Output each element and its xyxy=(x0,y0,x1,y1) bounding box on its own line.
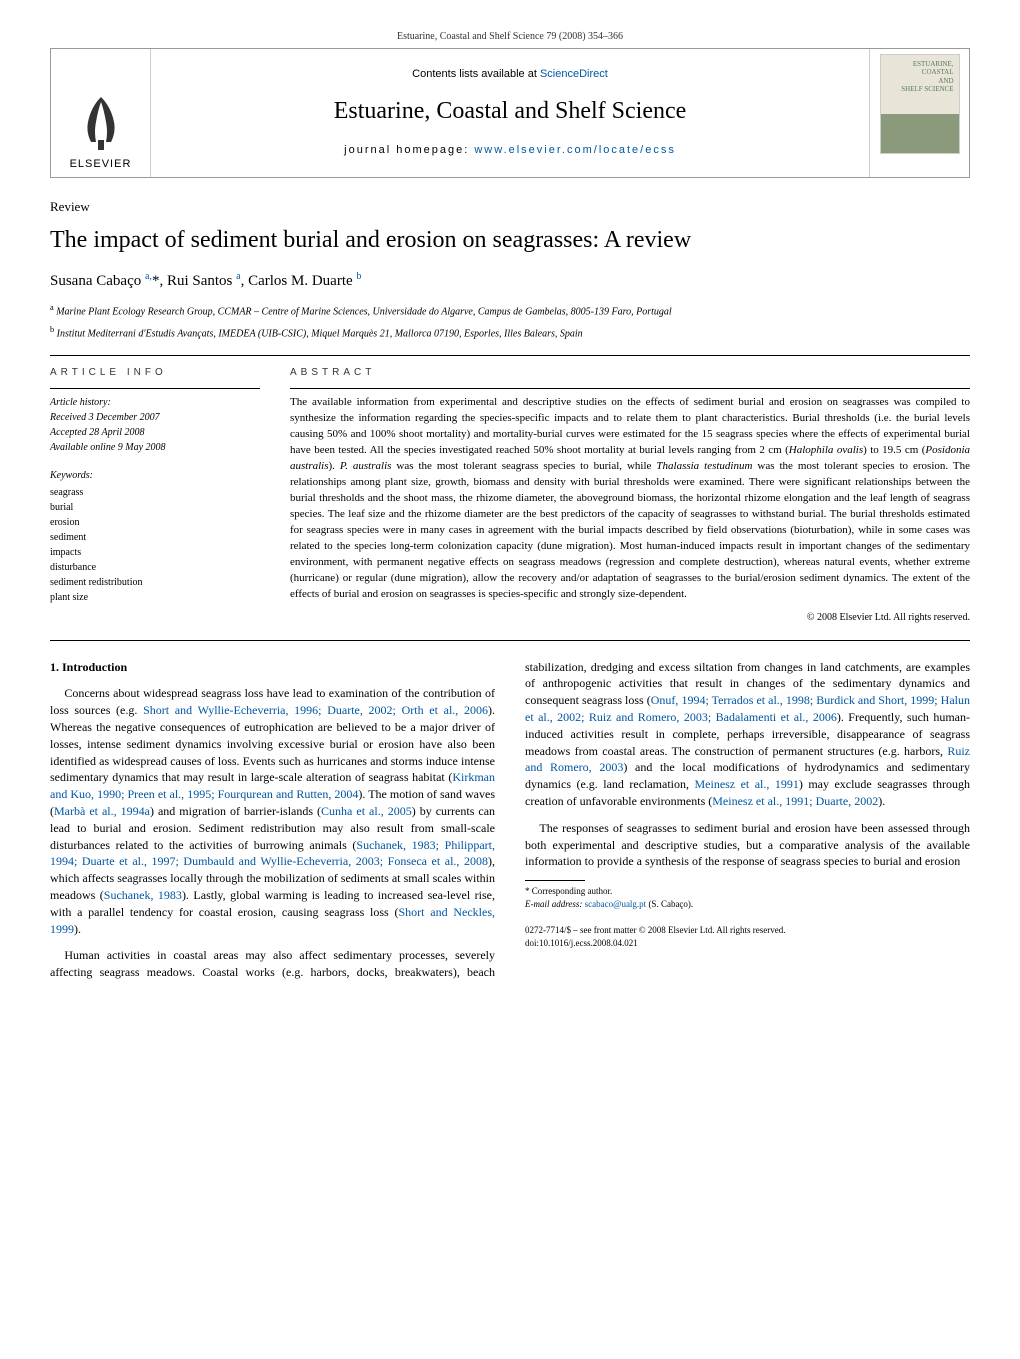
journal-title: Estuarine, Coastal and Shelf Science xyxy=(334,95,687,129)
homepage-link[interactable]: www.elsevier.com/locate/ecss xyxy=(474,144,676,156)
accepted-date: Accepted 28 April 2008 xyxy=(50,425,260,440)
publisher-logo: ELSEVIER xyxy=(51,49,151,177)
contents-prefix: Contents lists available at xyxy=(412,68,540,80)
article-info-heading: ARTICLE INFO xyxy=(50,366,260,380)
divider xyxy=(50,355,970,356)
section-1-heading: 1. Introduction xyxy=(50,659,495,676)
corr-star: * Corresponding author. xyxy=(525,886,612,896)
ref-link[interactable]: Suchanek, 1983 xyxy=(104,888,182,902)
journal-cover: ESTUARINE, COASTAL AND SHELF SCIENCE xyxy=(869,49,969,177)
copyright-line: © 2008 Elsevier Ltd. All rights reserved… xyxy=(290,611,970,625)
cover-line1: ESTUARINE, xyxy=(913,60,954,68)
keywords-list: seagrassburialerosionsedimentimpactsdist… xyxy=(50,485,260,605)
cover-thumbnail: ESTUARINE, COASTAL AND SHELF SCIENCE xyxy=(880,54,960,154)
intro-p3: The responses of seagrasses to sediment … xyxy=(525,820,970,870)
homepage-prefix: journal homepage: xyxy=(344,144,474,156)
abstract-text: The available information from experimen… xyxy=(290,395,970,602)
intro-p1: Concerns about widespread seagrass loss … xyxy=(50,685,495,937)
corresponding-author: * Corresponding author. E-mail address: … xyxy=(525,885,970,910)
article-title: The impact of sediment burial and erosio… xyxy=(50,224,970,258)
body-divider xyxy=(50,640,970,641)
meta-abstract-row: ARTICLE INFO Article history: Received 3… xyxy=(50,366,970,624)
ref-link[interactable]: Cunha et al., 2005 xyxy=(321,804,412,818)
journal-homepage: journal homepage: www.elsevier.com/locat… xyxy=(344,143,676,158)
affiliation-a-text: Marine Plant Ecology Research Group, CCM… xyxy=(56,306,671,317)
body-text: 1. Introduction Concerns about widesprea… xyxy=(50,659,970,981)
footnote-block: * Corresponding author. E-mail address: … xyxy=(525,880,970,949)
abstract-heading: ABSTRACT xyxy=(290,366,970,380)
corr-name: (S. Cabaço). xyxy=(648,899,693,909)
article-type: Review xyxy=(50,198,970,216)
journal-header: ELSEVIER Contents lists available at Sci… xyxy=(50,48,970,178)
cover-line2: COASTAL xyxy=(922,68,954,76)
email-label: E-mail address: xyxy=(525,899,582,909)
p1-mid3: ) and migration of barrier-islands ( xyxy=(150,804,321,818)
ref-link[interactable]: Meinesz et al., 1991 xyxy=(694,777,798,791)
online-date: Available online 9 May 2008 xyxy=(50,440,260,455)
affiliation-b: b Institut Mediterrani d'Estudis Avançat… xyxy=(50,324,970,341)
abstract-rule xyxy=(290,388,970,389)
issn-line: 0272-7714/$ – see front matter © 2008 El… xyxy=(525,924,970,937)
elsevier-tree-icon xyxy=(76,92,126,152)
doi-line: doi:10.1016/j.ecss.2008.04.021 xyxy=(525,937,970,950)
cover-line4: SHELF SCIENCE xyxy=(901,85,953,93)
p1-end: ). Lastly, xyxy=(182,888,226,902)
history-label: Article history: xyxy=(50,395,260,410)
abstract-column: ABSTRACT The available information from … xyxy=(290,366,970,624)
contents-available: Contents lists available at ScienceDirec… xyxy=(412,67,608,82)
ref-link[interactable]: Meinesz et al., 1991; Duarte, 2002 xyxy=(712,794,878,808)
p2-end: ). xyxy=(878,794,885,808)
issn-doi-block: 0272-7714/$ – see front matter © 2008 El… xyxy=(525,924,970,949)
keywords-label: Keywords: xyxy=(50,469,260,483)
received-date: Received 3 December 2007 xyxy=(50,410,260,425)
authors: Susana Cabaço a,*, Rui Santos a, Carlos … xyxy=(50,270,970,292)
ref-link[interactable]: Marbà et al., 1994a xyxy=(54,804,150,818)
publisher-name: ELSEVIER xyxy=(70,157,132,172)
running-head: Estuarine, Coastal and Shelf Science 79 … xyxy=(50,30,970,44)
affiliation-a: a Marine Plant Ecology Research Group, C… xyxy=(50,302,970,319)
info-rule xyxy=(50,388,260,389)
header-center: Contents lists available at ScienceDirec… xyxy=(151,49,869,177)
corr-email-link[interactable]: scabaco@ualg.pt xyxy=(585,899,647,909)
ref-link[interactable]: Short and Wyllie-Echeverria, 1996; Duart… xyxy=(143,703,488,717)
p1b-end: ). xyxy=(74,922,81,936)
cover-line3: AND xyxy=(938,77,953,85)
article-history: Article history: Received 3 December 200… xyxy=(50,395,260,455)
sciencedirect-link[interactable]: ScienceDirect xyxy=(540,68,608,80)
footnote-separator xyxy=(525,880,585,881)
affiliation-b-text: Institut Mediterrani d'Estudis Avançats,… xyxy=(57,328,583,339)
article-info-column: ARTICLE INFO Article history: Received 3… xyxy=(50,366,260,624)
cover-title-text: ESTUARINE, COASTAL AND SHELF SCIENCE xyxy=(901,60,953,94)
